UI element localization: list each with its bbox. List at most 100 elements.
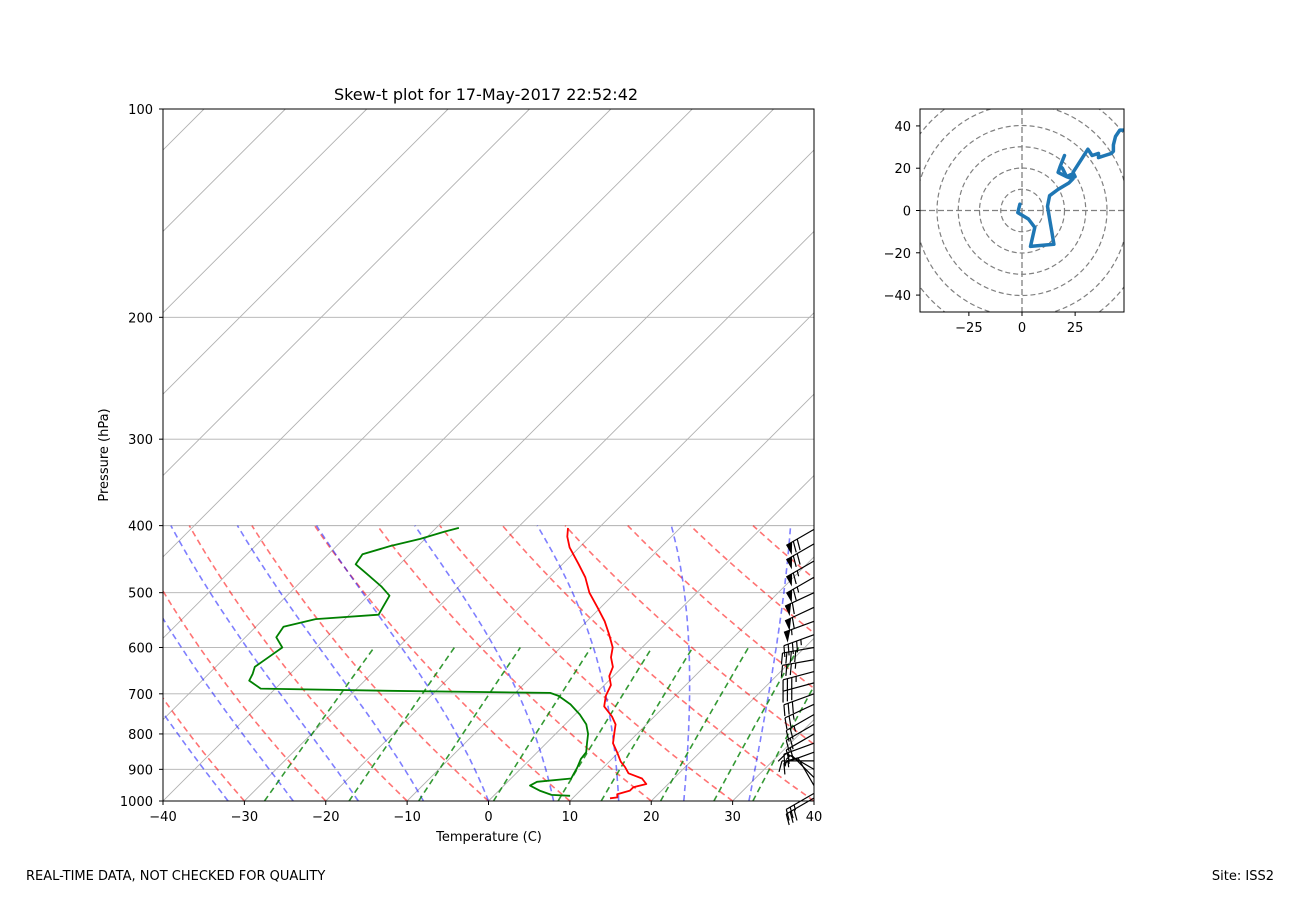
site-label: Site: ISS2 xyxy=(1211,869,1274,884)
y-tick-label: 500 xyxy=(128,587,153,602)
moist-adiabat xyxy=(170,525,359,801)
isotherm-line xyxy=(244,230,814,801)
y-tick-label: 800 xyxy=(128,728,153,743)
y-tick-label: 400 xyxy=(128,520,153,535)
moist-adiabat xyxy=(163,711,229,801)
dry-adiabats xyxy=(163,525,814,801)
isotherm-line xyxy=(488,474,814,801)
hodograph-y-tick-label: 0 xyxy=(903,205,911,220)
dewpoint-trace xyxy=(248,527,589,797)
isotherm-lines xyxy=(0,109,814,801)
x-tick-label: −10 xyxy=(393,810,420,825)
x-tick-label: 40 xyxy=(806,810,823,825)
y-tick-label: 600 xyxy=(128,641,153,656)
mixing-ratio-line xyxy=(752,684,814,801)
y-tick-label: 900 xyxy=(128,763,153,778)
dry-adiabat xyxy=(163,589,327,801)
moist-adiabats xyxy=(163,525,814,801)
dry-adiabat xyxy=(689,525,814,635)
isotherm-line xyxy=(0,109,41,801)
pressure-gridlines xyxy=(163,109,814,801)
moist-adiabat xyxy=(536,525,620,801)
x-axis-ticks: −40 −30 −20 −10 0 10 20 30 40 xyxy=(149,801,822,825)
mixing-ratio-line xyxy=(492,647,592,801)
isotherm-line xyxy=(163,109,774,721)
isotherm-line xyxy=(813,800,814,801)
wind-barb xyxy=(784,606,815,631)
mixing-ratio-line xyxy=(713,647,800,801)
x-tick-label: −30 xyxy=(231,810,258,825)
wind-barb xyxy=(783,693,815,717)
moist-adiabat xyxy=(315,525,490,801)
moist-adiabat xyxy=(670,525,691,801)
hodograph-trace xyxy=(1016,128,1124,249)
sounding-traces xyxy=(248,527,648,800)
dry-adiabat xyxy=(251,525,490,801)
mixing-ratio-line xyxy=(600,647,694,801)
dry-adiabat xyxy=(313,525,571,801)
x-axis-label: Temperature (C) xyxy=(435,830,542,845)
wind-barb xyxy=(785,576,815,603)
isotherm-line xyxy=(569,556,814,801)
dry-adiabat xyxy=(564,525,814,746)
mixing-ratio-line xyxy=(418,647,521,801)
wind-barbs xyxy=(777,528,815,826)
isotherm-line xyxy=(163,109,368,314)
hodograph-y-tick-label: 20 xyxy=(894,162,911,177)
wind-barb xyxy=(785,543,815,570)
moist-adiabat xyxy=(236,525,425,801)
x-tick-label: −20 xyxy=(312,810,339,825)
wind-barb xyxy=(780,646,815,665)
y-axis-label: Pressure (hPa) xyxy=(97,408,112,501)
x-tick-label: 20 xyxy=(643,810,660,825)
wind-barb xyxy=(784,703,815,730)
wind-barb xyxy=(785,560,815,587)
hodograph-chart: −25 0 25 −40 −20 0 20 40 xyxy=(884,108,1125,336)
hodograph-y-tick-label: 40 xyxy=(894,120,911,135)
hodograph-y-tick-label: −20 xyxy=(884,247,911,262)
x-tick-label: 30 xyxy=(724,810,741,825)
hodograph-ring xyxy=(936,124,1108,297)
isotherm-line xyxy=(163,109,530,477)
wind-barb xyxy=(785,714,815,742)
wind-barb xyxy=(782,670,815,692)
wind-barb xyxy=(784,592,815,617)
y-axis-ticks: 100 200 300 400 500 600 700 800 900 1000 xyxy=(120,103,163,810)
isotherm-line xyxy=(163,109,449,395)
wind-barb xyxy=(782,682,815,703)
isotherm-line xyxy=(163,149,814,801)
moist-adiabat xyxy=(414,525,555,801)
temperature-trace xyxy=(566,527,648,800)
hodograph-y-tick-label: −40 xyxy=(884,289,911,304)
y-tick-label: 1000 xyxy=(120,795,153,810)
moist-adiabat xyxy=(748,525,792,801)
y-tick-label: 200 xyxy=(128,311,153,326)
wind-barb xyxy=(785,528,815,555)
quality-disclaimer: REAL-TIME DATA, NOT CHECKED FOR QUALITY xyxy=(26,869,326,884)
hodograph-x-tick-label: 0 xyxy=(1018,321,1026,336)
hodograph-line xyxy=(1016,128,1124,249)
mixing-ratio-line xyxy=(659,647,750,801)
wind-barb xyxy=(780,659,815,677)
isotherm-line xyxy=(163,109,612,558)
mixing-ratio-line xyxy=(557,647,653,801)
mixing-ratio-line xyxy=(263,647,375,801)
isotherm-line xyxy=(406,393,814,801)
x-tick-label: 10 xyxy=(562,810,579,825)
x-tick-label: −40 xyxy=(149,810,176,825)
hodograph-x-tick-label: −25 xyxy=(955,321,982,336)
isotherm-line xyxy=(650,637,814,801)
wind-barb xyxy=(785,723,815,752)
isotherm-line xyxy=(163,109,693,639)
wind-barb xyxy=(785,733,815,762)
dry-adiabat xyxy=(501,525,814,801)
x-tick-label: 0 xyxy=(484,810,492,825)
y-tick-label: 100 xyxy=(128,103,153,118)
plot-frame xyxy=(162,108,815,802)
y-tick-label: 700 xyxy=(128,688,153,703)
dry-adiabat xyxy=(752,525,814,580)
hodograph-ticks: −25 0 25 −40 −20 0 20 40 xyxy=(884,120,1084,336)
mixing-ratio-lines xyxy=(263,647,814,801)
mixing-ratio-line xyxy=(348,647,456,801)
